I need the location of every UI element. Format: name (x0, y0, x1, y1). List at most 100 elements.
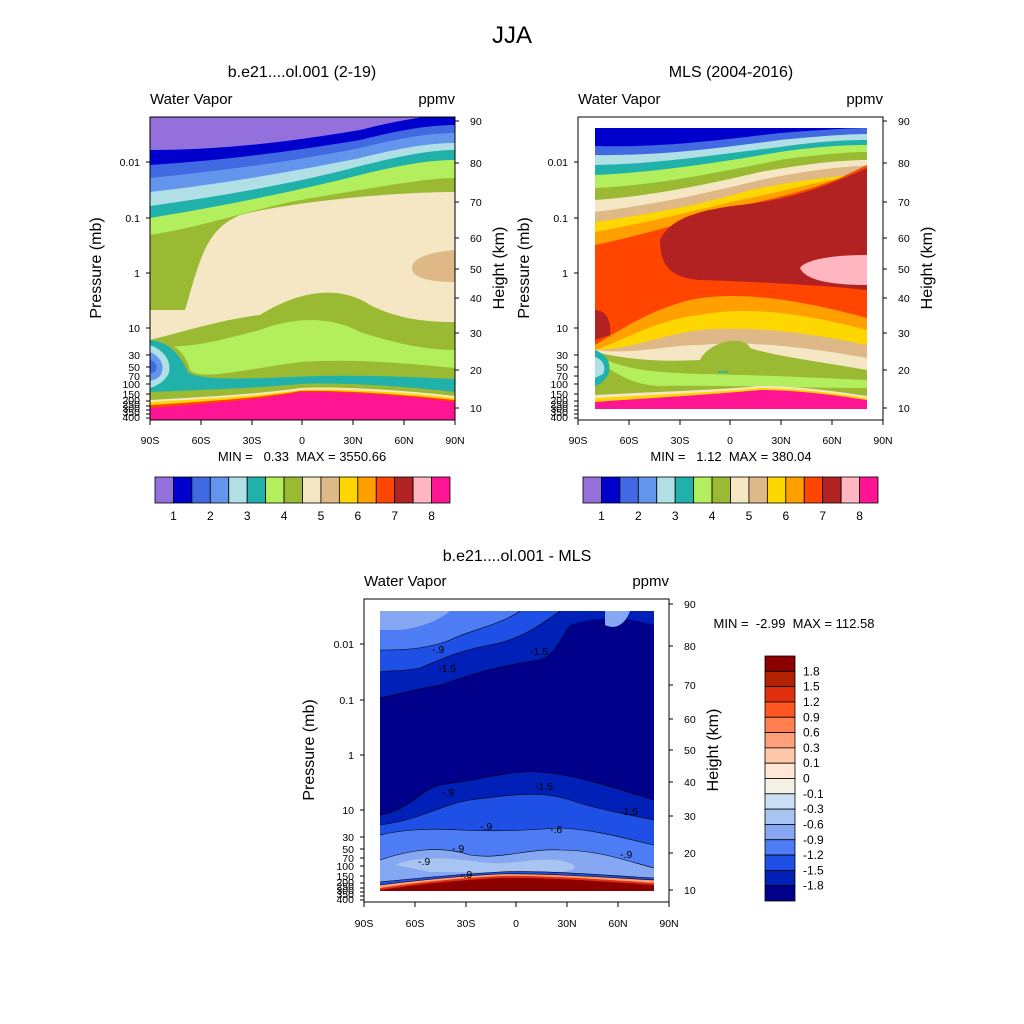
colorbar-label: -1.5 (803, 863, 824, 877)
colorbar-swatch (822, 476, 842, 504)
y-axis-label: Pressure (mb) (301, 699, 318, 800)
contour-line (380, 771, 654, 816)
colorbar-swatch (764, 854, 796, 871)
y2-tick-label: 30 (470, 328, 482, 340)
y-tick-label: 100 (550, 379, 568, 391)
x-tick-label: 60S (620, 435, 639, 447)
y-tick-label: 400 (550, 412, 568, 424)
colorbar-swatch (619, 476, 639, 504)
contour-label: -1.5 (620, 806, 638, 818)
min-max-label: MIN = 1.12 MAX = 380.04 (650, 449, 811, 464)
y2-tick-label: 30 (898, 328, 910, 340)
contour-label: -.9 (480, 821, 492, 833)
y2-tick-label: 60 (684, 714, 696, 726)
x-tick-label: 0 (727, 435, 733, 447)
y-ticks: 0.01 0.1 1 10 30 50 70 100 150 200 250 3… (548, 157, 578, 424)
variable-label: Water Vapor (578, 91, 661, 108)
colorbar-swatch (209, 476, 230, 504)
y-tick-label: 1 (562, 268, 568, 280)
y2-tick-label: 60 (470, 233, 482, 245)
colorbar: 1 2 3 4 5 6 7 8 (154, 476, 451, 523)
colorbar-label: 1 (598, 509, 605, 523)
panel-model: b.e21....ol.001 (2-19) Water Vapor ppmv (88, 64, 508, 523)
y-tick-label: 350 (336, 889, 354, 901)
y-tick-label: 150 (122, 389, 140, 401)
colorbar-swatch (748, 476, 768, 504)
colorbar-swatch (674, 476, 695, 504)
colorbar-swatch (764, 793, 796, 810)
y2-tick-label: 10 (898, 403, 910, 415)
contour-label: -.9 (442, 787, 454, 799)
colorbar-swatch (693, 476, 713, 504)
colorbar-label: 6 (354, 509, 361, 523)
y2-tick-label: 70 (684, 680, 696, 692)
colorbar-label: 0.9 (803, 710, 820, 724)
colorbar-swatch (637, 476, 658, 504)
contour-label: -.9 (418, 856, 430, 868)
y-tick-label: 300 (122, 403, 140, 415)
y-tick-label: 70 (342, 853, 354, 865)
y-tick-label: 250 (550, 399, 568, 411)
units-label: ppmv (846, 91, 883, 108)
y-axis-label: Pressure (mb) (516, 217, 533, 318)
y2-tick-label: 20 (898, 365, 910, 377)
y-tick-label: 100 (336, 861, 354, 873)
colorbar-label: 2 (635, 509, 642, 523)
colorbar-swatch (764, 869, 796, 887)
colorbar-swatch (764, 839, 796, 856)
band-top-4 (380, 611, 450, 630)
colorbar-swatch (764, 885, 796, 902)
colorbar-swatch (764, 716, 796, 733)
colorbar-swatch (766, 476, 787, 504)
y2-tick-label: 90 (898, 116, 910, 128)
contour-line (380, 611, 521, 651)
y-tick-label: 250 (336, 881, 354, 893)
y-tick-label: 300 (550, 403, 568, 415)
y-axis-label: Pressure (mb) (88, 217, 105, 318)
y2-tick-label: 50 (898, 264, 910, 276)
panel-title: b.e21....ol.001 (2-19) (228, 64, 377, 81)
y2-tick-label: 80 (470, 158, 482, 170)
band-low-4 (380, 877, 654, 891)
contour-fill (380, 611, 654, 891)
band-17 (150, 360, 157, 374)
colorbar-swatch (431, 476, 451, 504)
colorbar-label: 0 (803, 772, 810, 786)
colorbar-label: 5 (318, 509, 325, 523)
y2-tick-label: 90 (470, 116, 482, 128)
x-ticks: 90S 60S 30S 0 30N 60N 90N (141, 420, 465, 447)
x-ticks: 90S 60S 30S 0 30N 60N 90N (569, 420, 893, 447)
colorbar-label: 2 (207, 509, 214, 523)
colorbar-swatch (785, 476, 805, 504)
y2-axis-label: Height (km) (491, 227, 508, 310)
colorbar-label: 1.2 (803, 695, 820, 709)
colorbar-swatch (582, 476, 602, 504)
y2-tick-label: 40 (684, 777, 696, 789)
colorbar-swatch (338, 476, 359, 504)
colorbar-swatch (840, 476, 860, 504)
colorbar-label: 5 (746, 509, 753, 523)
colorbar-swatch (764, 655, 796, 672)
x-tick-label: 90N (445, 435, 464, 447)
x-tick-label: 30S (457, 918, 476, 930)
x-tick-label: 60N (822, 435, 841, 447)
y-tick-label: 0.01 (120, 157, 141, 169)
panel-difference: b.e21....ol.001 - MLS Water Vapor ppmv (301, 548, 874, 930)
colorbar-label: -0.1 (803, 787, 824, 801)
colorbar-swatch (711, 476, 731, 504)
colorbar-label: 0.6 (803, 726, 820, 740)
y-tick-label: 70 (556, 371, 568, 383)
colorbar-label: 1.8 (803, 664, 820, 678)
x-tick-label: 30S (671, 435, 690, 447)
y2-tick-label: 60 (898, 233, 910, 245)
colorbar-swatch (320, 476, 340, 504)
y-tick-label: 150 (336, 871, 354, 883)
colorbar-label: 8 (428, 509, 435, 523)
contour-label: -.9 (620, 849, 632, 861)
y-tick-label: 0.01 (548, 157, 569, 169)
y2-tick-label: 80 (684, 641, 696, 653)
y2-tick-label: 70 (898, 197, 910, 209)
y2-tick-label: 80 (898, 158, 910, 170)
colorbar-swatch (730, 476, 750, 504)
contour-line (380, 873, 654, 886)
